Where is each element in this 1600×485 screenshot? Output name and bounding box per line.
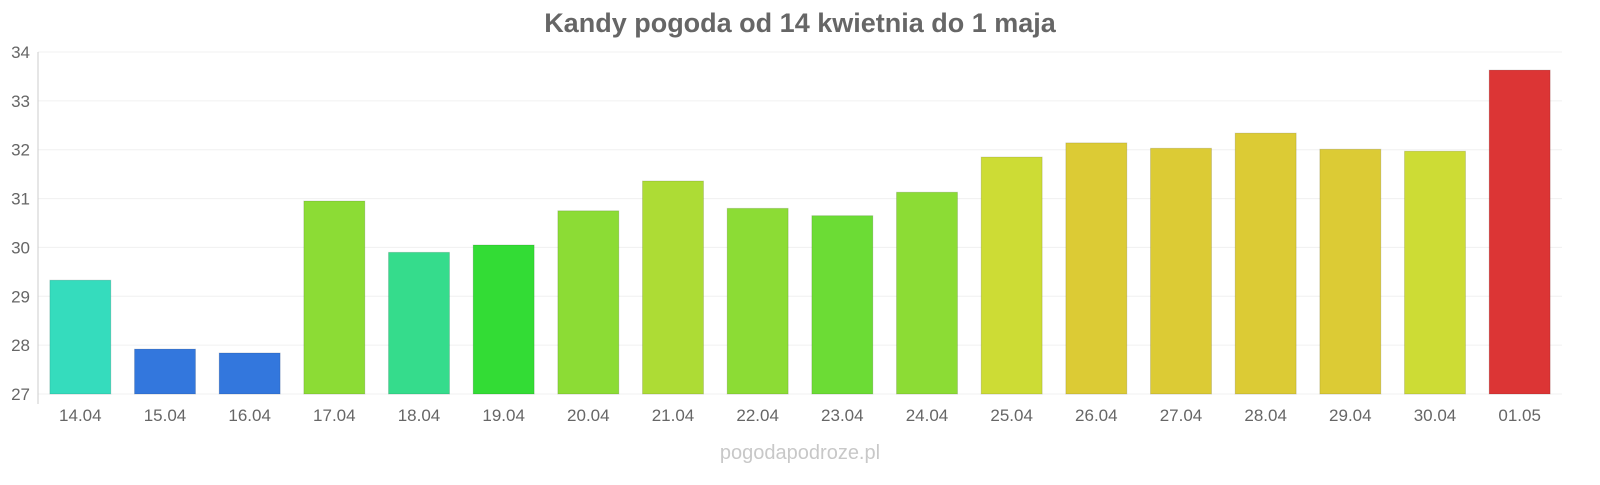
bar: [1488, 69, 1551, 395]
bar: [1404, 150, 1466, 395]
watermark: pogodapodroze.pl: [720, 442, 880, 464]
x-tick-label: 19.04: [482, 406, 525, 425]
bar: [1319, 148, 1382, 395]
x-tick-label: 29.04: [1329, 406, 1372, 425]
x-tick-label: 18.04: [398, 406, 441, 425]
bar: [49, 279, 112, 395]
y-tick-label: 29: [11, 287, 30, 306]
x-tick-label: 14.04: [59, 406, 102, 425]
x-tick-label: 25.04: [990, 406, 1033, 425]
y-tick-label: 30: [11, 238, 30, 257]
x-tick-label: 17.04: [313, 406, 356, 425]
x-tick-label: 27.04: [1160, 406, 1203, 425]
bar: [388, 251, 450, 395]
bar: [472, 244, 535, 395]
x-tick-label: 26.04: [1075, 406, 1118, 425]
bar: [557, 210, 620, 395]
chart-title: Kandy pogoda od 14 kwietnia do 1 maja: [544, 8, 1057, 38]
bar: [303, 200, 366, 395]
bar: [1150, 147, 1212, 395]
bar: [811, 215, 874, 395]
y-tick-label: 33: [11, 92, 30, 111]
x-tick-label: 22.04: [736, 406, 779, 425]
x-tick-label: 30.04: [1414, 406, 1457, 425]
x-tick-label: 01.05: [1498, 406, 1541, 425]
bar: [134, 348, 196, 395]
x-tick-label: 28.04: [1244, 406, 1287, 425]
bar: [1065, 142, 1128, 395]
x-tick-label: 16.04: [228, 406, 271, 425]
y-tick-label: 27: [11, 385, 30, 404]
x-tick-label: 15.04: [144, 406, 187, 425]
bar: [726, 207, 789, 395]
y-tick-label: 34: [11, 43, 30, 62]
x-tick-label: 21.04: [652, 406, 695, 425]
y-tick-label: 28: [11, 336, 30, 355]
bar: [980, 156, 1043, 395]
x-tick-label: 20.04: [567, 406, 610, 425]
y-tick-label: 32: [11, 141, 30, 160]
y-tick-label: 31: [11, 190, 30, 209]
bar: [218, 352, 281, 395]
x-tick-label: 24.04: [906, 406, 949, 425]
bar: [642, 180, 704, 395]
x-tick-label: 23.04: [821, 406, 864, 425]
bar: [1234, 132, 1297, 395]
bar: [896, 191, 958, 395]
